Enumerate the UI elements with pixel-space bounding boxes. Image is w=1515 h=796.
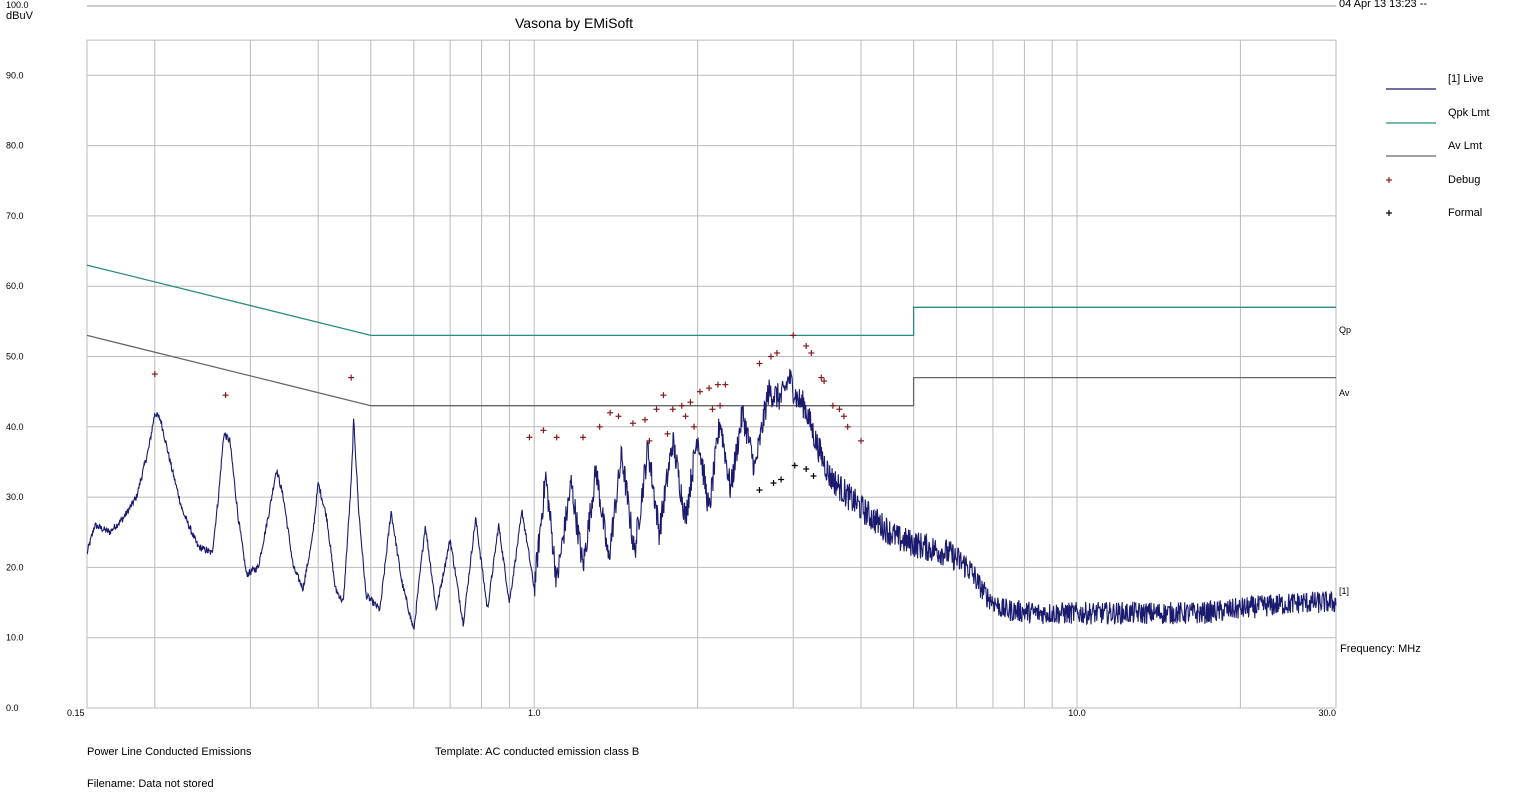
y-tick-label: 60.0 [6, 281, 24, 291]
debug-marker [790, 332, 797, 339]
debug-marker [151, 371, 158, 378]
debug-marker [646, 437, 653, 444]
legend-entry: Formal [1386, 207, 1482, 219]
debug-marker [687, 399, 694, 406]
limit-lines [86, 264, 1336, 407]
debug-marker [642, 416, 649, 423]
debug-marker [808, 349, 815, 356]
y-tick-label: 10.0 [6, 633, 24, 643]
legend-label: Debug [1448, 174, 1480, 186]
qp-limit-label: Qp [1339, 325, 1351, 335]
debug-marker [803, 342, 810, 349]
chart-title: Vasona by EMiSoft [515, 15, 633, 31]
debug-marker [722, 381, 729, 388]
live-trace [86, 368, 1337, 630]
debug-marker [714, 381, 721, 388]
debug-marker [696, 388, 703, 395]
debug-marker [756, 360, 763, 367]
x-tick-label: 10.0 [1068, 708, 1086, 718]
debug-marker [767, 353, 774, 360]
debug-marker [660, 392, 667, 399]
legend-label: Formal [1448, 207, 1482, 219]
legend-entry: Qpk Lmt [1386, 107, 1490, 124]
formal-marker [791, 462, 798, 469]
x-tick-label: 30.0 [1318, 708, 1336, 718]
y-axis-label: dBuV [6, 10, 34, 22]
legend-label: Qpk Lmt [1448, 107, 1490, 119]
debug-marker [691, 423, 698, 430]
legend-label: Av Lmt [1448, 140, 1482, 152]
debug-marker [348, 374, 355, 381]
debug-marker [607, 409, 614, 416]
filename: Filename: Data not stored [87, 778, 214, 790]
qpk-limit-line [86, 264, 1336, 337]
debug-marker [222, 392, 229, 399]
debug-marker [553, 434, 560, 441]
debug-marker [540, 427, 547, 434]
debug-marker [580, 434, 587, 441]
debug-marker [615, 413, 622, 420]
debug-marker [526, 434, 533, 441]
debug-marker [596, 423, 603, 430]
y-tick-label: 20.0 [6, 562, 24, 572]
template-name: Template: AC conducted emission class B [435, 746, 640, 758]
debug-marker [669, 406, 676, 413]
y-tick-label: 0.0 [6, 703, 19, 713]
formal-marker [778, 476, 785, 483]
y-tick-label: 30.0 [6, 492, 24, 502]
av-limit-line [86, 334, 1336, 407]
formal-marker [803, 465, 810, 472]
y-tick-label: 90.0 [6, 70, 24, 80]
x-tick-label: 0.15 [67, 708, 85, 718]
debug-marker [829, 402, 836, 409]
av-limit-label: Av [1339, 388, 1350, 398]
debug-marker [818, 374, 825, 381]
y-tick-label: 40.0 [6, 422, 24, 432]
debug-marker [717, 402, 724, 409]
debug-marker [840, 413, 847, 420]
y-tick-label: 50.0 [6, 352, 24, 362]
x-axis-label: Frequency: MHz [1340, 643, 1421, 655]
x-tick-label: 1.0 [528, 708, 541, 718]
debug-marker [678, 402, 685, 409]
y-tick-label: 70.0 [6, 211, 24, 221]
live-trace-label: [1] [1339, 586, 1349, 596]
plot-frame [86, 39, 1337, 709]
y-tick-label: 100.0 [6, 0, 29, 10]
debug-marker [682, 413, 689, 420]
test-name: Power Line Conducted Emissions [87, 746, 252, 758]
y-tick-label: 80.0 [6, 141, 24, 151]
legend: [1] Live Qpk Lmt Av Lmt Debug Formal [1386, 73, 1490, 219]
legend-label: [1] Live [1448, 73, 1483, 85]
legend-entry: Av Lmt [1386, 140, 1482, 157]
legend-entry: [1] Live [1386, 73, 1483, 90]
axis-ticks: 0.0 10.0 20.0 30.0 40.0 50.0 60.0 70.0 80.0 90.0 1… [6, 0, 1336, 718]
measurement-markers [151, 332, 865, 494]
debug-marker [821, 378, 828, 385]
legend-entry: Debug [1386, 174, 1480, 186]
debug-marker [836, 406, 843, 413]
debug-marker [706, 385, 713, 392]
debug-marker [773, 349, 780, 356]
formal-marker [810, 473, 817, 480]
debug-marker [664, 430, 671, 437]
debug-marker [709, 406, 716, 413]
debug-marker [629, 420, 636, 427]
live-trace-line [86, 368, 1337, 630]
debug-marker [858, 437, 865, 444]
debug-marker [844, 423, 851, 430]
formal-marker [756, 487, 763, 494]
timestamp: 04 Apr 13 13:23 -- [1339, 0, 1427, 10]
chart-grid [86, 39, 1337, 709]
formal-marker [770, 480, 777, 487]
debug-marker [653, 406, 660, 413]
